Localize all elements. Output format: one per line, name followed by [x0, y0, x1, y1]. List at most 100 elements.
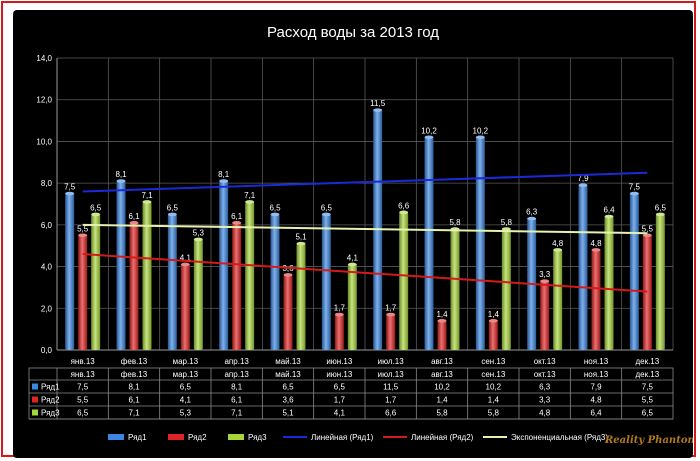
legend-key-Ряд1	[108, 434, 124, 440]
table-cell: 4,1	[334, 409, 346, 418]
bar-top-Ряд2	[180, 262, 190, 267]
bar-top-Ряд1	[629, 191, 639, 196]
legend-label: Экспоненциальная (Ряд3)	[511, 433, 608, 442]
data-label: 6,4	[603, 206, 615, 215]
bar-top-Ряд3	[245, 200, 255, 204]
bar-top-Ряд2	[129, 220, 139, 225]
bar-top-Ряд3	[91, 212, 101, 217]
table-header-cell: авг.13	[431, 370, 453, 379]
bar-Ряд3	[245, 201, 255, 350]
table-cell: 11,5	[383, 383, 399, 392]
data-label: 7,1	[141, 191, 153, 200]
bar-Ряд1	[321, 214, 331, 350]
bar-Ряд2	[334, 314, 344, 350]
table-cell: 6,5	[77, 409, 89, 418]
bar-top-Ряд2	[591, 248, 601, 252]
bar-Ряд3	[142, 201, 152, 350]
data-label: 6,6	[398, 201, 410, 210]
x-tick-label: апр.13	[224, 357, 249, 366]
bar-Ряд1	[270, 214, 280, 350]
data-label: 1,7	[385, 304, 397, 313]
bar-Ряд1	[424, 137, 434, 350]
y-tick-label: 12,0	[36, 96, 52, 105]
bar-Ряд1	[578, 185, 588, 350]
x-tick-label: июн.13	[326, 357, 353, 366]
table-row-label: Ряд1	[41, 383, 60, 392]
data-label: 6,1	[128, 212, 140, 221]
bar-top-Ряд2	[488, 319, 498, 323]
legend: Ряд1 Ряд2 Ряд3 Линейная (Ряд1) Линейная (Ряд…	[108, 433, 608, 442]
bar-Ряд2	[129, 222, 139, 350]
data-label: 6,5	[655, 203, 667, 212]
bar-Ряд3	[604, 216, 614, 350]
watermark-signature: Reality Phantom	[604, 435, 693, 446]
table-row-label: Ряд2	[41, 396, 60, 405]
bar-top-Ряд1	[270, 212, 280, 217]
legend-key-Ряд2	[168, 434, 184, 440]
legend-label: Ряд2	[188, 433, 207, 442]
bar-Ряд2	[488, 320, 498, 350]
bar-top-Ряд3	[604, 214, 614, 219]
bar-top-Ряд3	[193, 237, 203, 242]
data-label: 6,5	[269, 203, 281, 212]
bar-top-Ряд3	[501, 227, 511, 231]
x-tick-label: сен.13	[481, 357, 506, 366]
data-label: 10,2	[421, 126, 437, 135]
data-label: 10,2	[473, 126, 489, 135]
table-cell: 1,4	[488, 396, 500, 405]
data-label: 5,1	[295, 233, 307, 242]
data-label: 5,8	[501, 218, 513, 227]
bar-top-Ряд1	[475, 135, 485, 140]
bar-Ряд1	[629, 193, 639, 350]
bar-top-Ряд2	[437, 319, 447, 323]
data-label: 4,8	[590, 239, 602, 248]
bar-Ряд2	[642, 235, 652, 350]
y-tick-label: 14,0	[36, 54, 52, 63]
legend-label: Линейная (Ряд1)	[311, 433, 374, 442]
data-label: 7,1	[244, 191, 256, 200]
table-header-cell: сен.13	[481, 370, 506, 379]
bar-top-Ряд2	[78, 233, 88, 238]
bar-top-Ряд3	[399, 210, 409, 215]
x-tick-label: мар.13	[173, 357, 199, 366]
table-cell: 5,8	[488, 409, 500, 418]
table-cell: 5,5	[642, 396, 654, 405]
chart-panel: Расход воды за 2013 год 0,0 2,0 4,0 6,0 8,0 1…	[13, 10, 693, 458]
data-label: 7,9	[577, 174, 589, 183]
table-cell: 5,1	[282, 409, 294, 418]
bar-top-Ряд2	[283, 273, 293, 277]
bar-Ряд3	[193, 239, 203, 350]
table-cell: 5,5	[77, 396, 89, 405]
bar-top-Ряд1	[167, 212, 177, 217]
table-cell: 6,1	[128, 396, 140, 405]
bar-Ряд2	[540, 281, 550, 350]
data-label: 4,1	[180, 253, 192, 262]
bar-top-Ряд2	[642, 233, 652, 238]
bar-Ряд3	[501, 229, 511, 350]
table-cell: 6,1	[231, 396, 243, 405]
bar-top-Ряд2	[232, 220, 242, 225]
data-label: 1,4	[436, 310, 448, 319]
table-cell: 3,3	[539, 396, 551, 405]
table-cell: 4,8	[590, 396, 602, 405]
table-cell: 6,5	[642, 409, 654, 418]
data-table: янв.13 фев.13 мар.13 апр.13 май.13 июн.13 июл.…	[28, 367, 674, 420]
data-label: 11,5	[370, 99, 386, 108]
data-label: 6,5	[321, 203, 333, 212]
x-tick-label: ноя.13	[584, 357, 609, 366]
bar-Ряд2	[180, 264, 190, 350]
bar-top-Ряд3	[296, 241, 306, 246]
bar-Ряд3	[347, 264, 357, 350]
table-header-cell: фев.13	[121, 370, 148, 379]
chart-svg: Расход воды за 2013 год 0,0 2,0 4,0 6,0 8,0 1…	[28, 24, 693, 446]
bar-top-Ряд3	[553, 248, 563, 252]
x-tick-label: июл.13	[378, 357, 405, 366]
data-label: 4,8	[552, 239, 564, 248]
data-label: 5,8	[449, 218, 461, 227]
table-cell: 4,8	[539, 409, 551, 418]
table-cell: 7,5	[77, 383, 89, 392]
table-legend-key	[32, 396, 38, 403]
bar-Ряд3	[450, 229, 460, 350]
table-cell: 4,1	[180, 396, 192, 405]
x-tick-label: май.13	[275, 357, 301, 366]
